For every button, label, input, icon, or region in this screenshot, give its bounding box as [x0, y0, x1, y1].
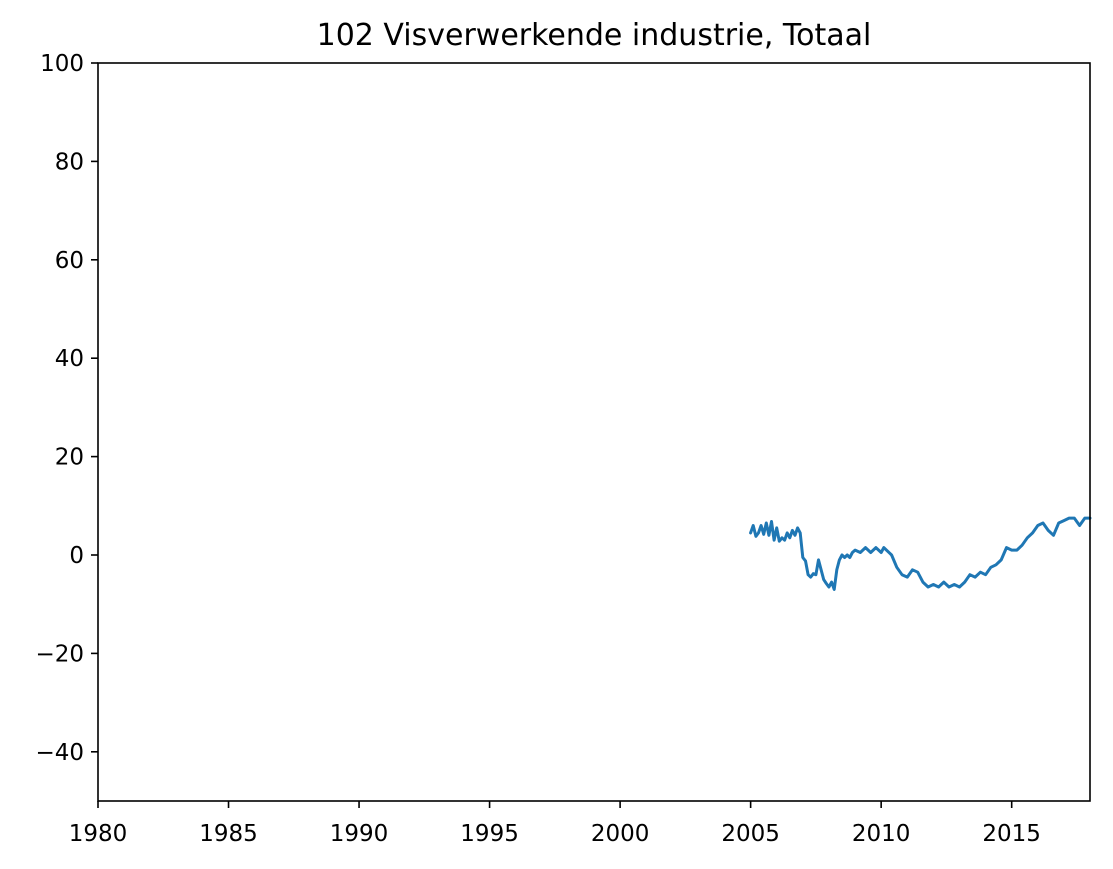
y-tick-label: 40 [55, 346, 84, 372]
y-tick-label: 20 [55, 445, 84, 471]
axes-frame [97, 62, 1091, 802]
x-tick-label: 1980 [69, 821, 128, 847]
y-tick-label: 100 [40, 51, 84, 77]
x-axis: 1980 1985 1990 1995 2000 2005 2010 2015 [69, 801, 1041, 847]
y-tick-label: 0 [69, 543, 84, 569]
x-tick-label: 1990 [330, 821, 389, 847]
y-tick-label: 80 [55, 149, 84, 175]
y-tick-label: 60 [55, 248, 84, 274]
x-tick-label: 2000 [591, 821, 650, 847]
x-tick-label: 2005 [721, 821, 780, 847]
x-tick-label: 1985 [199, 821, 258, 847]
x-tick-label: 1995 [460, 821, 519, 847]
x-tick-label: 2015 [982, 821, 1041, 847]
y-tick-label: −20 [35, 641, 84, 667]
x-tick-label: 2010 [852, 821, 911, 847]
plot-area [749, 516, 1092, 591]
series-line [749, 516, 1092, 591]
chart-title: 102 Visverwerkende industrie, Totaal [317, 18, 872, 53]
y-axis: −40 −20 0 20 40 60 80 100 [35, 51, 98, 766]
y-tick-label: −40 [35, 740, 84, 766]
